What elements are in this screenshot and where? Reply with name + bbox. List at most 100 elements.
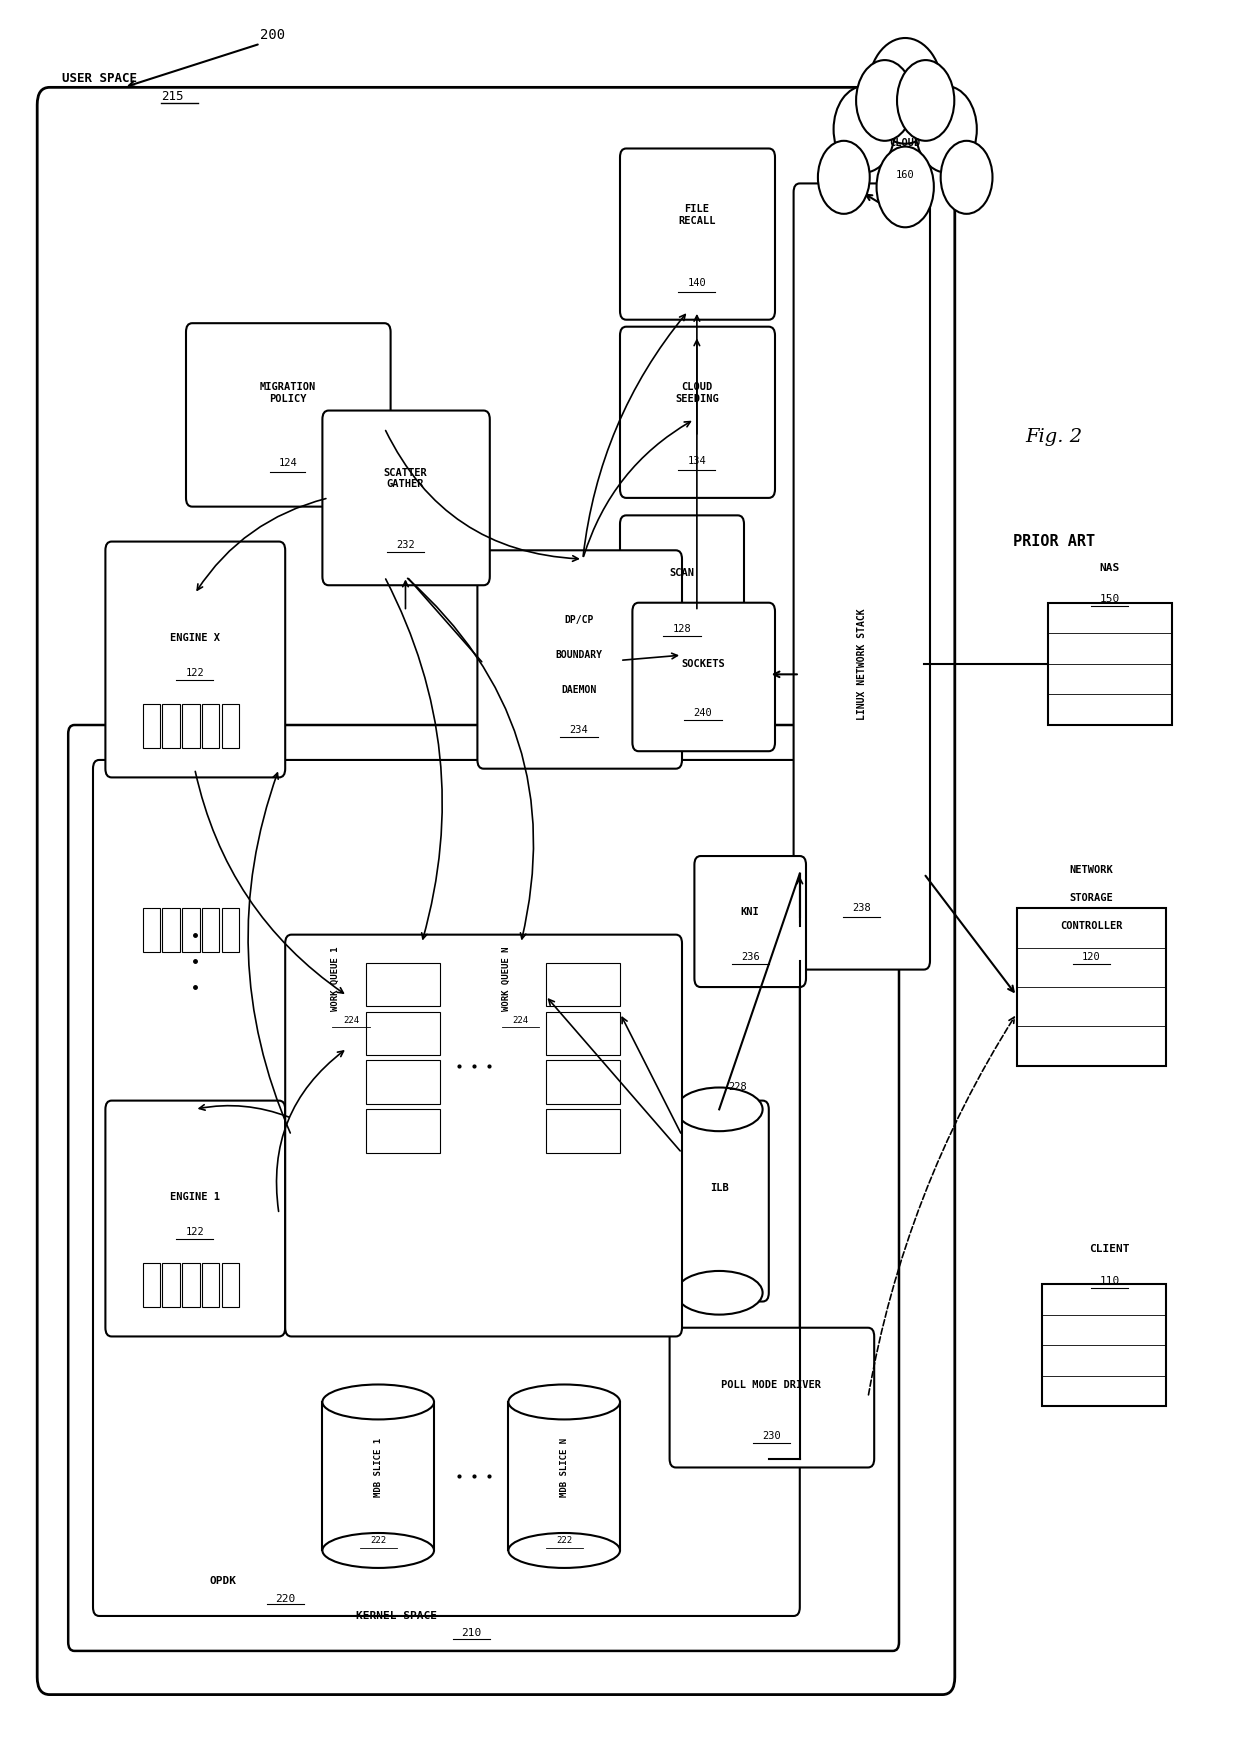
Bar xyxy=(366,963,440,1006)
Text: 232: 232 xyxy=(396,540,415,550)
Bar xyxy=(162,908,180,952)
Text: MDB SLICE N: MDB SLICE N xyxy=(559,1438,569,1497)
Text: 124: 124 xyxy=(278,458,298,468)
Text: KNI: KNI xyxy=(740,907,760,917)
Bar xyxy=(1017,908,1166,1066)
FancyBboxPatch shape xyxy=(694,856,806,987)
Bar xyxy=(162,1263,180,1307)
Bar xyxy=(366,1060,440,1104)
Bar xyxy=(143,908,160,952)
Ellipse shape xyxy=(676,1087,763,1132)
Text: DP/CP: DP/CP xyxy=(564,615,594,625)
Text: MIGRATION
POLICY: MIGRATION POLICY xyxy=(259,383,316,404)
FancyBboxPatch shape xyxy=(186,323,391,507)
Text: 228: 228 xyxy=(728,1081,748,1092)
Circle shape xyxy=(915,86,977,173)
Text: FILE
RECALL: FILE RECALL xyxy=(678,204,715,225)
Text: Fig. 2: Fig. 2 xyxy=(1025,428,1083,445)
Text: 236: 236 xyxy=(740,952,760,963)
Bar xyxy=(546,1060,620,1104)
Bar xyxy=(546,1012,620,1055)
Text: 222: 222 xyxy=(556,1536,573,1546)
Ellipse shape xyxy=(508,1384,620,1419)
Bar xyxy=(546,1109,620,1153)
Text: SCATTER
GATHER: SCATTER GATHER xyxy=(383,468,428,489)
Text: CLOUD
SEEDING: CLOUD SEEDING xyxy=(675,383,719,404)
Bar xyxy=(182,704,200,748)
Text: WORK QUEUE 1: WORK QUEUE 1 xyxy=(331,947,340,1010)
Bar xyxy=(162,704,180,748)
Text: SOCKETS: SOCKETS xyxy=(681,659,725,669)
Text: STORAGE: STORAGE xyxy=(1069,893,1114,903)
Bar xyxy=(143,1263,160,1307)
Text: 122: 122 xyxy=(185,667,205,678)
Text: 210: 210 xyxy=(461,1628,481,1639)
Bar xyxy=(222,704,239,748)
Bar xyxy=(222,1263,239,1307)
Text: POLL MODE DRIVER: POLL MODE DRIVER xyxy=(722,1380,821,1391)
Text: LINUX NETWORK STACK: LINUX NETWORK STACK xyxy=(857,608,867,720)
Text: 215: 215 xyxy=(161,89,184,103)
Bar xyxy=(1042,1284,1166,1406)
FancyBboxPatch shape xyxy=(670,1101,769,1302)
Bar xyxy=(546,963,620,1006)
Text: 160: 160 xyxy=(895,169,915,180)
Text: 222: 222 xyxy=(370,1536,387,1546)
Text: ENGINE 1: ENGINE 1 xyxy=(170,1191,219,1202)
Circle shape xyxy=(833,86,895,173)
Circle shape xyxy=(818,142,869,213)
Bar xyxy=(202,704,219,748)
Text: 128: 128 xyxy=(672,624,692,634)
Text: NAS: NAS xyxy=(1100,563,1120,573)
Text: 140: 140 xyxy=(687,278,707,288)
Circle shape xyxy=(941,142,992,213)
Circle shape xyxy=(877,147,934,227)
FancyBboxPatch shape xyxy=(105,542,285,777)
Text: NETWORK: NETWORK xyxy=(1069,865,1114,875)
FancyBboxPatch shape xyxy=(322,411,490,585)
FancyBboxPatch shape xyxy=(37,87,955,1695)
Text: 240: 240 xyxy=(693,708,713,718)
Bar xyxy=(182,1263,200,1307)
FancyBboxPatch shape xyxy=(794,183,930,970)
Text: USER SPACE: USER SPACE xyxy=(62,72,136,86)
Text: WORK QUEUE N: WORK QUEUE N xyxy=(502,947,511,1010)
FancyBboxPatch shape xyxy=(105,1101,285,1336)
Ellipse shape xyxy=(676,1272,763,1314)
FancyBboxPatch shape xyxy=(620,327,775,498)
Text: 110: 110 xyxy=(1100,1275,1120,1286)
Circle shape xyxy=(868,38,942,143)
Text: OPDK: OPDK xyxy=(210,1576,237,1586)
Text: 122: 122 xyxy=(185,1226,205,1237)
Circle shape xyxy=(897,59,955,142)
Text: 220: 220 xyxy=(275,1593,295,1604)
Text: CLIENT: CLIENT xyxy=(1090,1244,1130,1254)
Text: 238: 238 xyxy=(852,903,872,914)
Text: 224: 224 xyxy=(342,1015,360,1025)
Text: CONTROLLER: CONTROLLER xyxy=(1060,921,1122,931)
Bar xyxy=(1048,603,1172,725)
FancyBboxPatch shape xyxy=(620,148,775,320)
Text: PRIOR ART: PRIOR ART xyxy=(1013,535,1095,549)
Text: SCAN: SCAN xyxy=(670,568,694,578)
Text: 120: 120 xyxy=(1081,952,1101,963)
Bar xyxy=(202,1263,219,1307)
Text: 224: 224 xyxy=(512,1015,529,1025)
Circle shape xyxy=(856,59,914,142)
Text: MDB SLICE 1: MDB SLICE 1 xyxy=(373,1438,383,1497)
Ellipse shape xyxy=(322,1384,434,1419)
Text: ENGINE X: ENGINE X xyxy=(170,632,219,643)
Bar xyxy=(222,908,239,952)
Bar xyxy=(366,1109,440,1153)
Bar xyxy=(182,908,200,952)
Bar xyxy=(366,1012,440,1055)
FancyBboxPatch shape xyxy=(670,1328,874,1467)
FancyBboxPatch shape xyxy=(285,935,682,1336)
Bar xyxy=(202,908,219,952)
Text: 134: 134 xyxy=(687,456,707,466)
FancyBboxPatch shape xyxy=(632,603,775,751)
Text: 150: 150 xyxy=(1100,594,1120,604)
Text: KERNEL SPACE: KERNEL SPACE xyxy=(356,1611,438,1621)
FancyBboxPatch shape xyxy=(93,760,800,1616)
Text: 230: 230 xyxy=(761,1431,781,1441)
